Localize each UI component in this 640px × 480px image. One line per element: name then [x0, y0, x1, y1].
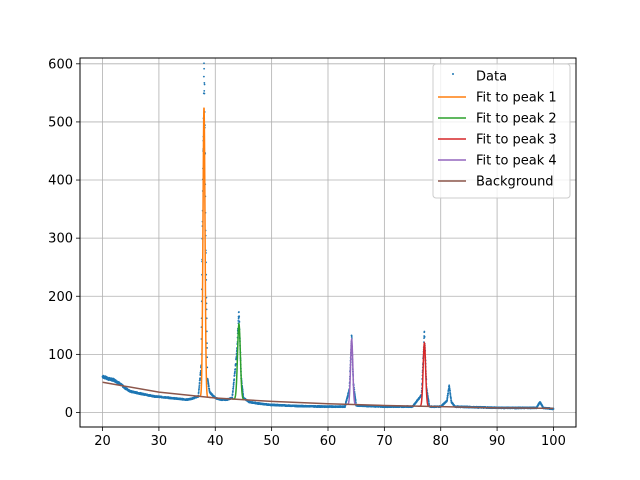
x-tick-label: 80 [432, 434, 449, 449]
data-point [208, 389, 211, 391]
legend-label: Background [476, 175, 554, 190]
data-point [423, 336, 426, 338]
data-point [234, 370, 236, 373]
y-tick-label: 600 [48, 57, 73, 72]
legend-label: Fit to peak 1 [476, 91, 557, 106]
y-tick-label: 0 [65, 406, 73, 421]
data-point [203, 62, 205, 65]
data-point [448, 387, 451, 390]
data-point [199, 374, 202, 377]
data-point [232, 384, 235, 386]
data-point [207, 383, 210, 386]
data-point [203, 83, 206, 86]
data-point [235, 363, 237, 365]
y-tick-label: 400 [48, 174, 73, 189]
data-point [198, 387, 200, 390]
y-tick-label: 200 [48, 290, 73, 305]
x-tick-label: 20 [94, 434, 111, 449]
y-tick-label: 500 [48, 115, 73, 130]
x-tick-label: 100 [541, 434, 566, 449]
data-point [350, 336, 353, 339]
data-point [448, 384, 451, 387]
data-point [449, 389, 451, 392]
data-point [202, 75, 205, 78]
data-point [203, 81, 206, 84]
legend-marker [452, 73, 454, 75]
data-point [232, 387, 235, 389]
data-point [198, 384, 201, 387]
data-point [203, 89, 206, 92]
legend-label: Data [476, 70, 507, 85]
data-point [354, 399, 357, 402]
data-point [232, 385, 235, 388]
data-point [232, 381, 235, 384]
data-point [233, 374, 236, 377]
x-axis: 20 30 40 50 60 70 80 90 100 [94, 427, 566, 449]
x-tick-label: 50 [263, 434, 280, 449]
data-point [197, 391, 200, 394]
data-point [447, 392, 450, 394]
x-tick-label: 30 [151, 434, 168, 449]
data-point [197, 390, 200, 392]
data-point [198, 382, 201, 384]
data-point [199, 377, 202, 380]
y-axis: 0 100 200 300 400 500 600 [48, 57, 80, 421]
data-point [238, 321, 241, 323]
data-point [347, 394, 349, 397]
x-tick-label: 70 [376, 434, 393, 449]
legend-box [432, 63, 571, 199]
data-point [427, 401, 430, 403]
legend-label: Fit to peak 3 [476, 133, 557, 148]
data-point [446, 394, 449, 397]
data-point [450, 397, 452, 400]
data-point [231, 396, 234, 399]
data-point [446, 396, 449, 399]
data-point [449, 391, 451, 394]
data-point [238, 311, 240, 313]
x-tick-label: 60 [320, 434, 337, 449]
data-point [423, 330, 426, 333]
y-tick-label: 100 [48, 348, 73, 363]
y-tick-label: 300 [48, 232, 73, 247]
data-point [448, 385, 451, 388]
data-point [207, 385, 210, 388]
data-point [231, 393, 234, 396]
data-point [234, 368, 237, 370]
data-point [203, 92, 206, 95]
data-point [233, 378, 236, 381]
data-point [198, 386, 201, 388]
x-tick-label: 90 [489, 434, 506, 449]
x-tick-label: 40 [207, 434, 224, 449]
data-point [238, 315, 241, 318]
data-point [203, 67, 206, 70]
background-line [102, 381, 554, 410]
legend-label: Fit to peak 2 [476, 112, 557, 127]
data-point [449, 393, 452, 395]
chart-marks [101, 62, 555, 411]
legend-label: Fit to peak 4 [476, 154, 557, 169]
legend: Data Fit to peak 1 Fit to peak 2 Fit to pea… [432, 63, 571, 199]
data-point [232, 390, 234, 392]
